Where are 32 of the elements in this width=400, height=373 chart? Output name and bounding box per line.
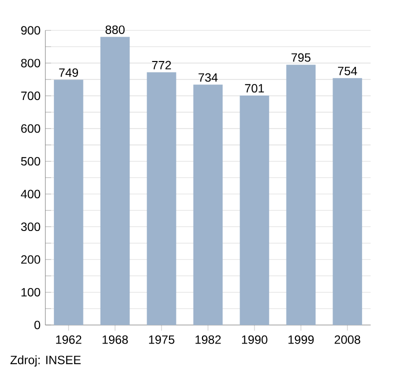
y-tick-label: 0 (34, 320, 40, 330)
x-tick-label: 1968 (102, 335, 128, 344)
x-tick-label: 1962 (56, 335, 82, 344)
bar (146, 72, 176, 325)
data-label: 754 (338, 66, 358, 76)
y-tick-label: 100 (22, 288, 40, 297)
data-label: 772 (152, 60, 171, 70)
data-label: 795 (292, 53, 310, 62)
y-tick-label: 300 (21, 222, 40, 232)
bar (286, 64, 316, 325)
y-tick-label: 200 (21, 255, 40, 264)
y-tick-label: 900 (21, 26, 40, 35)
data-label: 880 (106, 25, 125, 34)
bar (240, 95, 270, 325)
x-tick-label: 2008 (334, 335, 360, 344)
y-tick-label: 600 (21, 124, 40, 133)
data-label: 701 (245, 84, 264, 93)
y-tick-label: 800 (21, 58, 40, 68)
data-label: 749 (59, 68, 78, 77)
x-tick-label: 1982 (196, 335, 221, 344)
bar (100, 36, 130, 325)
bar (332, 78, 362, 325)
x-tick-label: 1999 (288, 335, 314, 344)
x-tick-label: 1990 (242, 335, 268, 344)
data-label: 734 (198, 73, 218, 82)
x-tick-label: 1975 (149, 335, 174, 344)
text: Zdroj: INSEE (10, 355, 81, 367)
y-tick-label: 400 (20, 190, 40, 198)
bar (54, 80, 84, 325)
bar (193, 84, 223, 325)
y-tick-label: 500 (21, 157, 40, 166)
y-tick-label: 700 (21, 92, 40, 100)
